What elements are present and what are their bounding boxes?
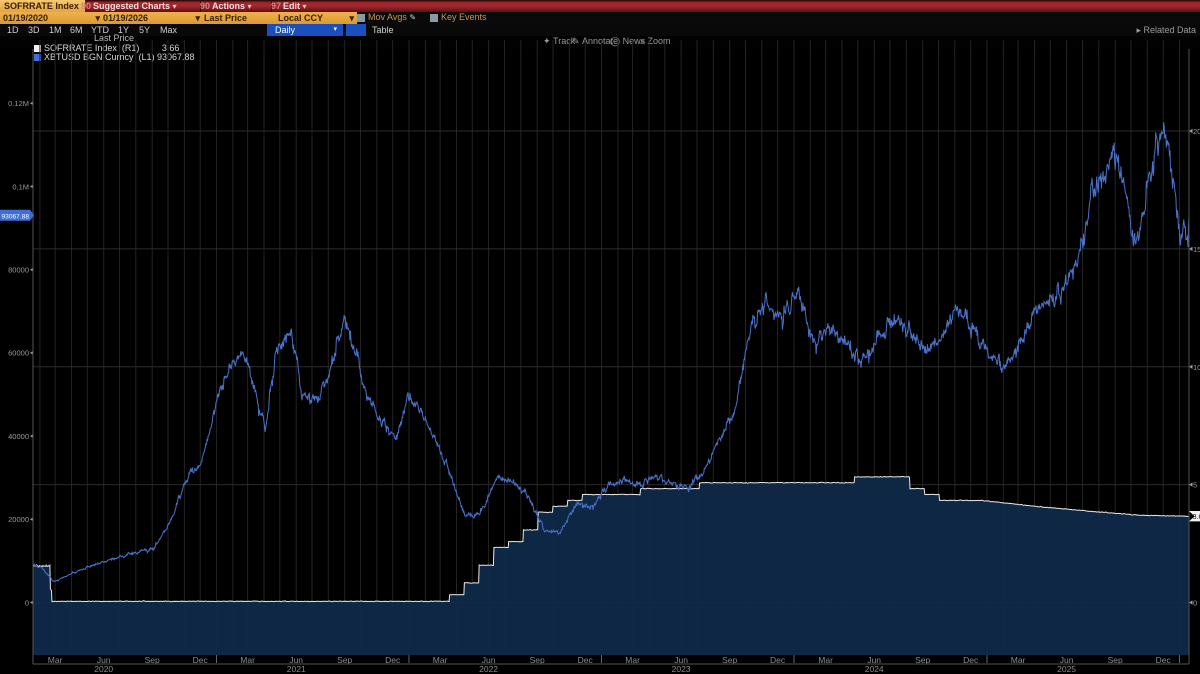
svg-text:2024: 2024: [865, 664, 884, 674]
svg-text:20: 20: [1193, 127, 1200, 136]
svg-text:5: 5: [1193, 481, 1197, 490]
svg-text:2023: 2023: [672, 664, 691, 674]
svg-text:0.1M: 0.1M: [12, 182, 29, 191]
svg-text:15: 15: [1193, 245, 1200, 254]
svg-text:20000: 20000: [8, 515, 29, 524]
svg-text:2022: 2022: [479, 664, 498, 674]
svg-text:60000: 60000: [8, 349, 29, 358]
svg-text:0: 0: [25, 598, 29, 607]
svg-text:0.12M: 0.12M: [8, 99, 29, 108]
svg-text:2025: 2025: [1057, 664, 1076, 674]
svg-text:3.66: 3.66: [1193, 512, 1200, 521]
svg-text:0: 0: [1193, 599, 1197, 608]
svg-text:10: 10: [1193, 363, 1200, 372]
svg-text:93067.88: 93067.88: [2, 214, 30, 221]
svg-text:2021: 2021: [287, 664, 306, 674]
svg-text:40000: 40000: [8, 432, 29, 441]
svg-text:80000: 80000: [8, 266, 29, 275]
svg-text:2020: 2020: [94, 664, 113, 674]
